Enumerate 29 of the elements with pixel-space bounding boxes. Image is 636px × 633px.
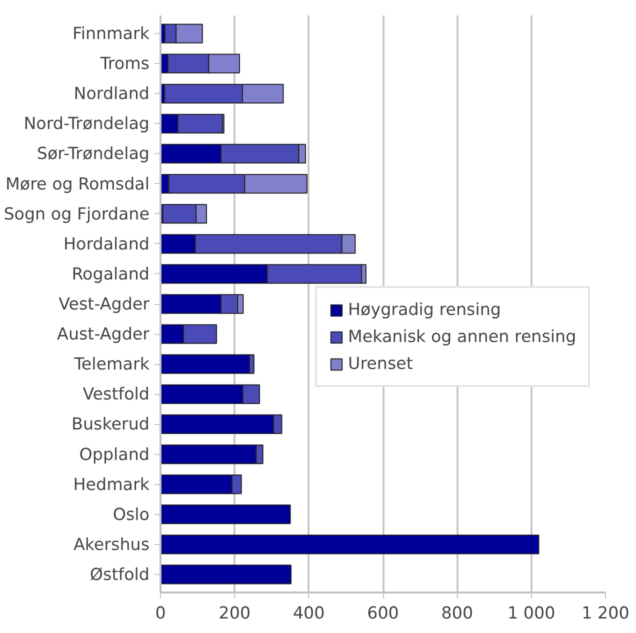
y-tick-label: Hedmark (73, 474, 150, 494)
y-tick-label: Troms (99, 54, 150, 74)
y-tick-label: Sogn og Fjordane (4, 204, 150, 224)
y-tick-label: Oslo (112, 504, 150, 524)
x-tick-label: 1 200 (582, 604, 630, 622)
y-tick-label: Sør-Trøndelag (36, 144, 150, 164)
y-tick-label: Nord-Trøndelag (24, 114, 150, 134)
y-tick-label: Møre og Romsdal (6, 174, 150, 194)
legend-label: Høygradig rensing (348, 300, 501, 319)
y-tick-label: Finnmark (72, 24, 150, 44)
x-tick-label: 1 000 (507, 604, 556, 622)
x-tick-label: 600 (367, 604, 399, 622)
y-tick-label: Vestfold (82, 384, 150, 404)
y-tick-label: Aust-Agder (57, 324, 150, 344)
x-tick-label: 0 (155, 604, 166, 622)
y-tick-label: Oppland (79, 444, 150, 464)
y-tick-label: Vest-Agder (58, 294, 150, 314)
y-tick-label: Telemark (73, 354, 150, 374)
y-tick-label: Østfold (90, 564, 150, 584)
y-tick-label: Nordland (74, 84, 150, 104)
y-tick-label: Hordaland (63, 234, 150, 254)
y-tick-label: Akershus (73, 534, 150, 554)
y-tick-label: Rogaland (72, 264, 150, 284)
x-tick-label: 200 (218, 604, 251, 622)
y-tick-label: Buskerud (72, 414, 150, 434)
legend-label: Mekanisk og annen rensing (348, 327, 576, 346)
legend-label: Urenset (348, 354, 413, 373)
x-tick-label: 800 (441, 604, 474, 622)
x-tick-label: 400 (292, 604, 325, 622)
